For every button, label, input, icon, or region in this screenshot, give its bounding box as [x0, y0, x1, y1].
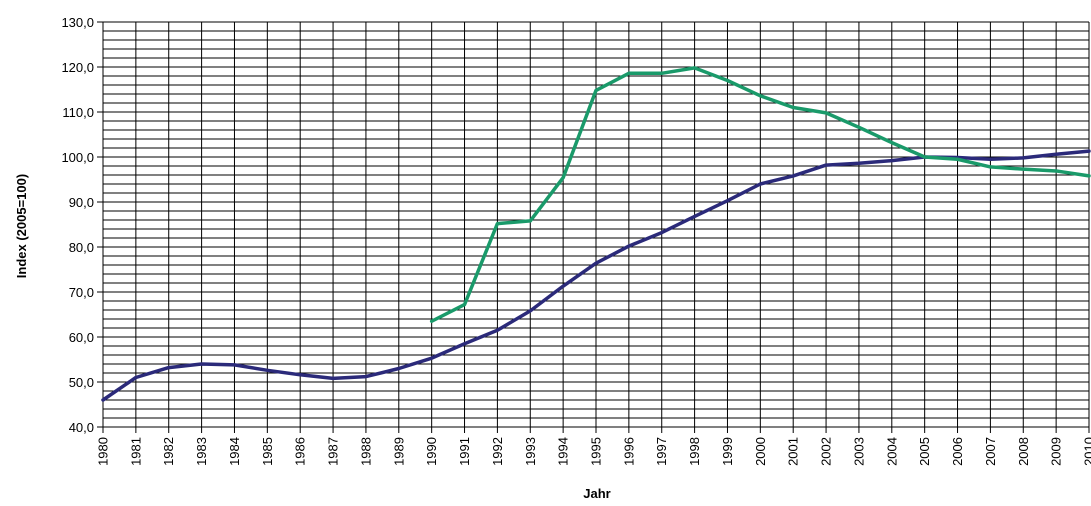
x-tick-label: 1996 [621, 437, 636, 466]
x-tick-label: 2002 [819, 437, 834, 466]
x-tick-label: 2009 [1049, 437, 1064, 466]
x-tick-label: 1994 [556, 437, 571, 466]
x-tick-label: 1991 [457, 437, 472, 466]
x-tick-label: 2003 [851, 437, 866, 466]
x-tick-label: 2008 [1016, 437, 1031, 466]
y-tick-label: 60,0 [69, 330, 94, 345]
x-tick-label: 1995 [589, 437, 604, 466]
x-tick-label: 1981 [128, 437, 143, 466]
x-tick-label: 1983 [194, 437, 209, 466]
y-tick-label: 120,0 [61, 60, 94, 75]
x-tick-label: 1985 [260, 437, 275, 466]
y-tick-label: 80,0 [69, 240, 94, 255]
x-tick-label: 1992 [490, 437, 505, 466]
y-tick-label: 70,0 [69, 285, 94, 300]
x-tick-label: 1988 [358, 437, 373, 466]
x-tick-label: 1987 [326, 437, 341, 466]
x-tick-label: 1990 [424, 437, 439, 466]
y-tick-label: 110,0 [62, 105, 94, 120]
x-tick-label: 1980 [96, 437, 111, 466]
x-tick-label: 2000 [753, 437, 768, 466]
x-axis-title: Jahr [583, 486, 610, 501]
x-tick-label: 1989 [391, 437, 406, 466]
x-tick-label: 1982 [161, 437, 176, 466]
x-tick-label: 2007 [983, 437, 998, 466]
y-axis-title: Index (2005=100) [14, 174, 29, 278]
x-tick-label: 1997 [654, 437, 669, 466]
y-tick-label: 40,0 [69, 420, 94, 435]
series-line-2 [429, 66, 1091, 323]
x-tick-label: 1984 [227, 437, 242, 466]
x-tick-label: 1999 [720, 437, 735, 466]
series-lines [101, 66, 1091, 402]
x-tick-label: 1986 [293, 437, 308, 466]
y-tick-label: 90,0 [69, 195, 94, 210]
y-tick-label: 130,0 [61, 15, 94, 30]
chart-grid [102, 21, 1090, 428]
x-tick-label: 2006 [950, 437, 965, 466]
y-axis: 40,0 50,0 60,0 70,0 80,0 90,0 100,0 110,0 120,0 1… [61, 15, 103, 435]
x-tick-label: 1998 [687, 437, 702, 466]
x-tick-label: 2004 [884, 437, 899, 466]
x-tick-label: 2005 [917, 437, 932, 466]
x-tick-label: 2010 [1082, 437, 1091, 466]
x-tick-label: 1993 [523, 437, 538, 466]
x-axis: 1980 1981 1982 1983 1984 1985 1986 1987 1988 1989… [96, 427, 1091, 466]
x-tick-label: 2001 [786, 437, 801, 466]
y-tick-label: 100,0 [61, 150, 94, 165]
y-tick-label: 50,0 [69, 375, 94, 390]
